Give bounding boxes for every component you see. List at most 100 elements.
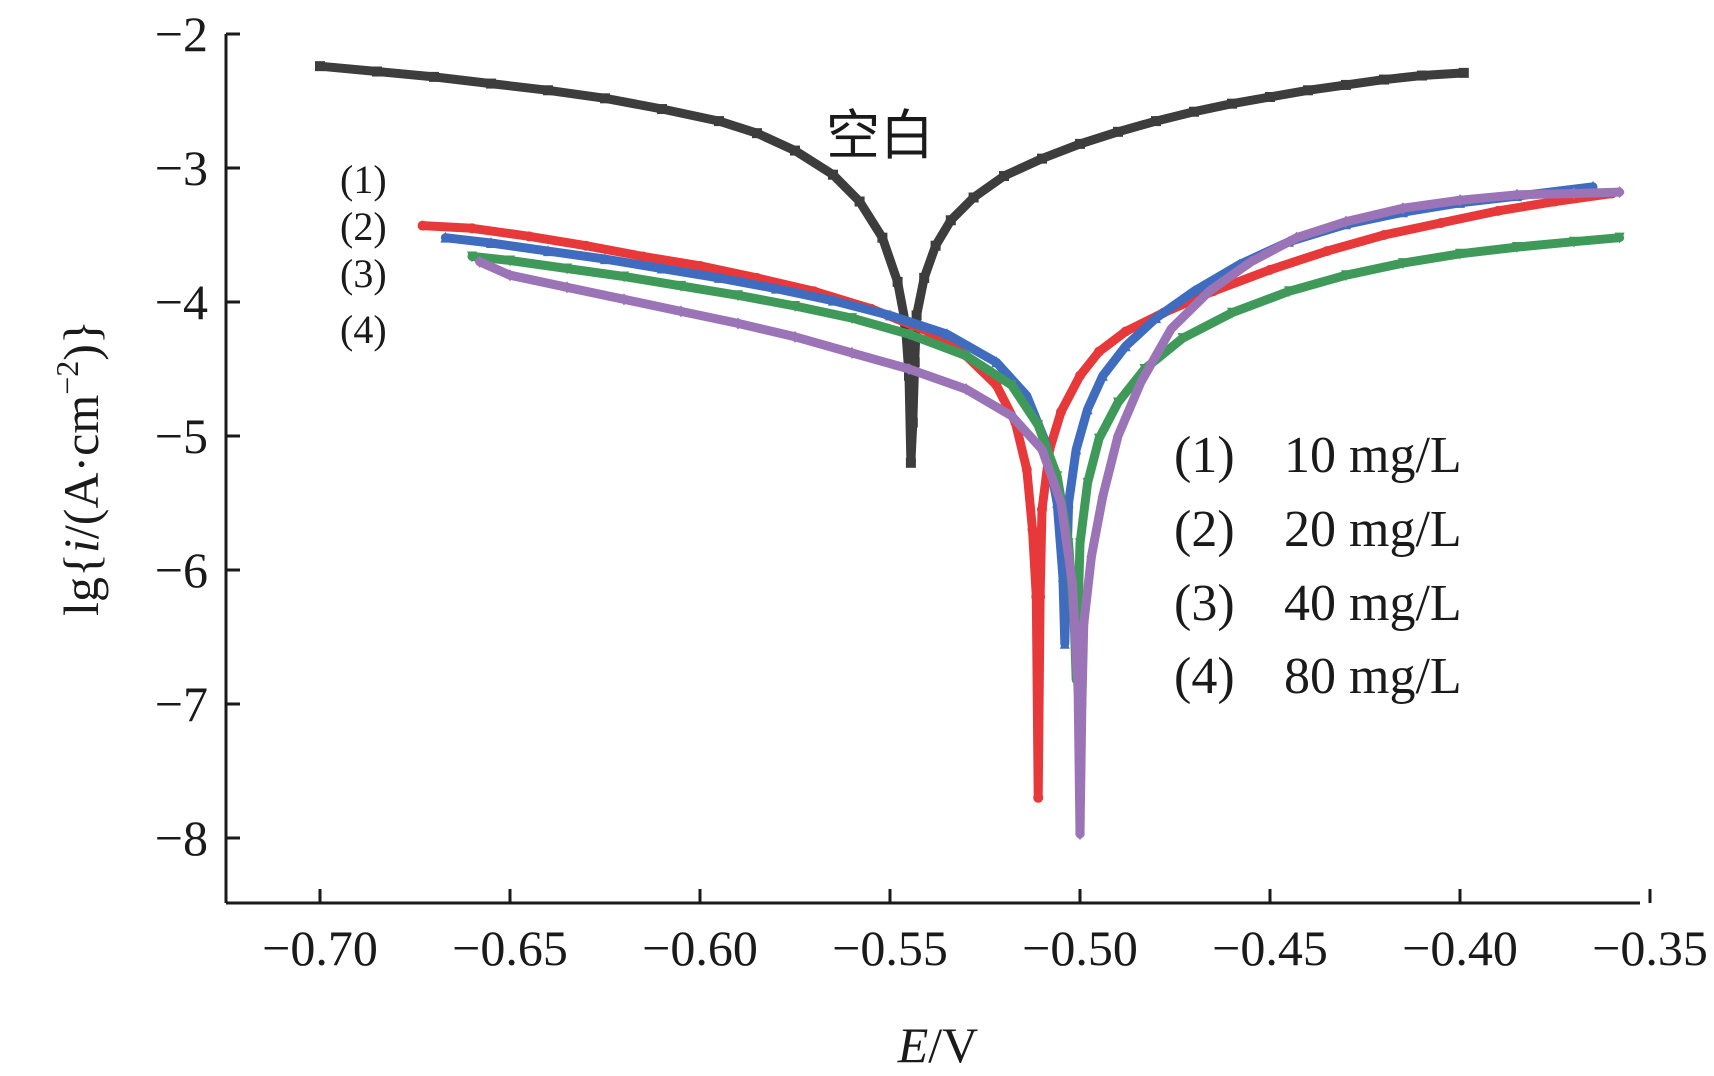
data-point xyxy=(417,220,428,231)
data-point xyxy=(1398,202,1408,215)
series-5 xyxy=(474,186,1625,840)
data-point xyxy=(1075,827,1085,840)
data-point xyxy=(1569,187,1579,200)
data-point xyxy=(1614,232,1625,244)
legend-text-2: 20 mg/L xyxy=(1284,501,1462,558)
data-point xyxy=(486,237,496,249)
data-point xyxy=(1082,403,1093,415)
x-tick-label: −0.45 xyxy=(1212,920,1328,976)
data-point xyxy=(562,281,572,294)
y-tick-label: −3 xyxy=(155,140,208,196)
x-axis-title-italic: E xyxy=(897,1017,929,1073)
y-axis-title-suffix: )} xyxy=(53,320,109,361)
data-point xyxy=(638,251,648,262)
axes-layer xyxy=(224,34,1640,905)
x-tick-label: −0.35 xyxy=(1592,920,1708,976)
data-point xyxy=(1398,258,1408,270)
data-point xyxy=(1082,477,1093,489)
data-point xyxy=(714,116,724,127)
data-point xyxy=(942,328,952,340)
x-tick-label: −0.55 xyxy=(832,920,948,976)
data-point xyxy=(1067,577,1078,590)
legend: (1) 10 mg/L (2) 20 mg/L (3) 40 mg/L (4) … xyxy=(1174,427,1462,705)
data-point xyxy=(961,383,971,396)
x-tick-label: −0.70 xyxy=(262,920,378,976)
x-tick-label: −0.40 xyxy=(1402,920,1518,976)
data-point xyxy=(657,262,667,274)
data-point xyxy=(1006,409,1017,422)
data-point xyxy=(1284,286,1294,298)
data-point xyxy=(1341,79,1351,90)
data-point xyxy=(1614,186,1625,199)
data-point xyxy=(1113,126,1123,137)
data-point xyxy=(429,71,439,82)
data-point xyxy=(1204,285,1215,298)
data-point xyxy=(909,357,920,368)
data-point xyxy=(911,310,922,321)
data-point xyxy=(991,380,1002,391)
data-point xyxy=(543,245,553,257)
data-point xyxy=(1455,248,1465,260)
data-point xyxy=(752,128,762,139)
data-point xyxy=(1076,698,1087,710)
data-point xyxy=(524,231,534,242)
data-point xyxy=(1550,196,1560,207)
data-point xyxy=(1078,617,1089,630)
data-point xyxy=(657,104,667,115)
x-tick-label: −0.65 xyxy=(452,920,568,976)
data-point xyxy=(1512,188,1522,201)
data-point xyxy=(847,313,857,325)
data-point xyxy=(505,255,515,267)
data-point xyxy=(1037,504,1047,515)
legend-key-4: (4) xyxy=(1174,648,1235,705)
series-line xyxy=(418,189,1617,803)
data-point xyxy=(1097,490,1108,503)
data-point xyxy=(1493,205,1503,216)
side-label-4: (4) xyxy=(340,307,387,352)
legend-key-3: (3) xyxy=(1174,575,1235,632)
data-point xyxy=(1120,340,1131,352)
data-point xyxy=(1151,312,1161,324)
data-point xyxy=(505,269,515,282)
side-label-2: (2) xyxy=(340,204,387,249)
data-point xyxy=(1037,443,1047,456)
data-point xyxy=(1436,217,1446,228)
data-point xyxy=(474,255,485,268)
data-point xyxy=(904,329,914,341)
data-point xyxy=(1056,497,1066,509)
data-point xyxy=(1458,67,1469,78)
y-axis-title-italic: i xyxy=(53,539,109,553)
series-1 xyxy=(315,61,1469,468)
y-axis-title-mid: /(A·cm xyxy=(53,395,109,539)
y-tick-label: −7 xyxy=(155,676,208,732)
data-point xyxy=(467,251,477,263)
legend-text-4: 80 mg/L xyxy=(1284,648,1462,705)
data-point xyxy=(1073,684,1084,697)
side-label-3: (3) xyxy=(340,251,387,296)
data-point xyxy=(440,231,451,243)
data-point xyxy=(1189,285,1199,297)
side-labels: (1) (2) (3) (4) xyxy=(340,157,387,352)
data-point xyxy=(1455,194,1465,207)
data-point xyxy=(1075,538,1085,550)
data-point xyxy=(904,370,914,381)
x-axis-title-unit: /V xyxy=(928,1017,978,1073)
data-point xyxy=(1265,264,1275,275)
data-point xyxy=(600,93,610,104)
data-point xyxy=(961,350,971,362)
data-point xyxy=(1303,85,1313,96)
data-point xyxy=(828,294,838,306)
data-point xyxy=(1135,376,1146,389)
data-point xyxy=(1094,433,1104,445)
data-point xyxy=(714,271,724,283)
data-point xyxy=(1057,570,1068,582)
data-point xyxy=(1075,138,1085,149)
data-point xyxy=(562,263,572,275)
data-point xyxy=(790,330,800,343)
legend-text-3: 40 mg/L xyxy=(1284,575,1462,632)
data-point xyxy=(771,282,781,294)
data-point xyxy=(1379,74,1389,85)
y-tick-label: −4 xyxy=(155,274,208,330)
data-point xyxy=(919,272,930,283)
data-point xyxy=(1512,242,1522,254)
